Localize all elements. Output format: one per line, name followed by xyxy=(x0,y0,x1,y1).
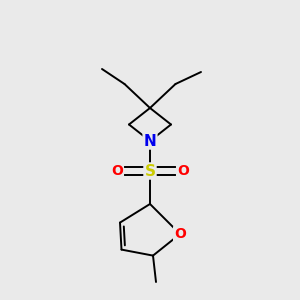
Text: S: S xyxy=(145,164,155,178)
Text: O: O xyxy=(177,164,189,178)
Text: N: N xyxy=(144,134,156,148)
Text: O: O xyxy=(174,227,186,241)
Text: O: O xyxy=(111,164,123,178)
